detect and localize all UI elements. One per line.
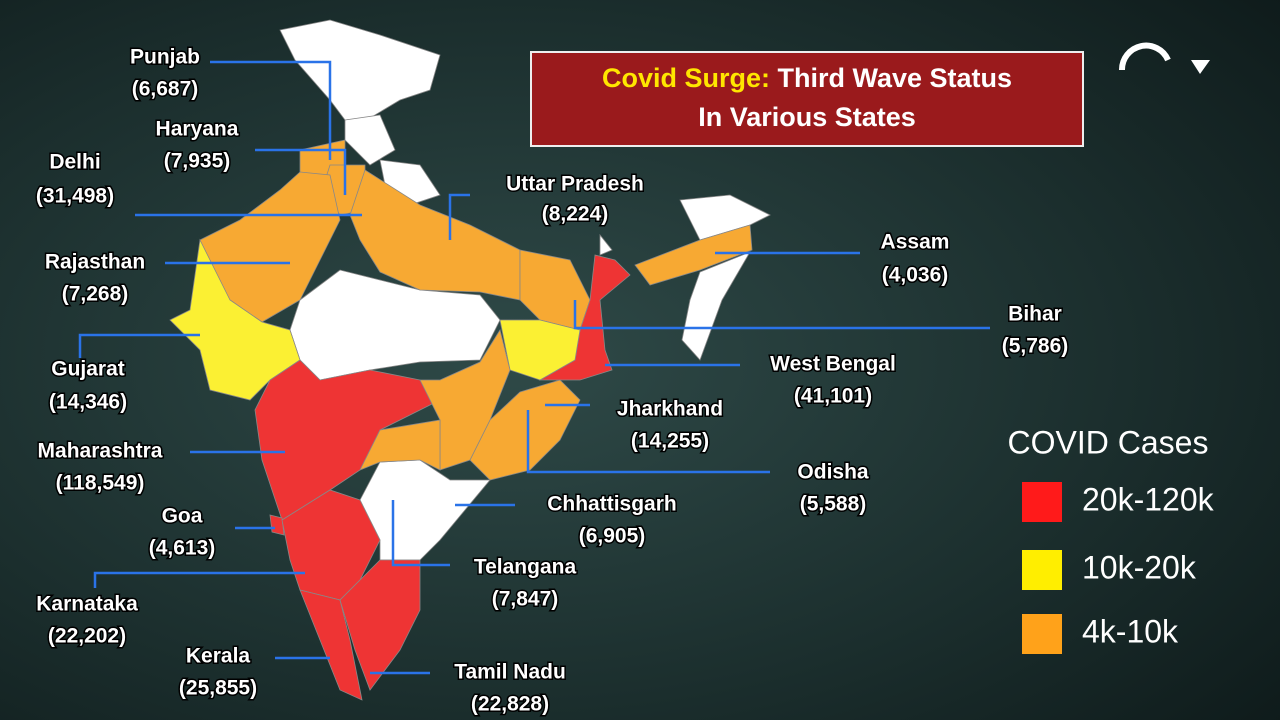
state-cases: (118,549) <box>56 472 145 495</box>
state-name: Punjab <box>130 46 200 69</box>
unlisted-region <box>344 114 396 166</box>
leader-line <box>78 333 200 358</box>
state-cases: (31,498) <box>36 185 114 208</box>
legend: 20k-120k 10k-20k 4k-10k <box>1022 481 1215 654</box>
title-highlight: Covid Surge: <box>602 63 770 93</box>
state-region <box>359 419 441 471</box>
state-name: Uttar Pradesh <box>506 173 644 196</box>
state-name: Odisha <box>797 461 869 484</box>
state-name: Gujarat <box>51 358 125 381</box>
legend-swatch <box>1022 550 1062 590</box>
leader-line <box>255 148 347 195</box>
title-line1: Covid Surge: Third Wave Status <box>602 63 1012 93</box>
state-region <box>634 224 753 286</box>
state-cases: (7,935) <box>164 150 231 173</box>
loading-icon <box>1118 42 1171 71</box>
state-cases: (7,847) <box>492 588 559 611</box>
legend-title: COVID Cases <box>1008 424 1209 460</box>
legend-swatch <box>1022 482 1062 522</box>
state-name: Tamil Nadu <box>454 661 566 684</box>
state-region <box>269 514 285 536</box>
state-name: West Bengal <box>770 353 896 376</box>
state-cases: (7,268) <box>62 283 129 306</box>
state-name: Delhi <box>49 151 100 174</box>
state-cases: (5,786) <box>1002 335 1069 358</box>
state-cases: (14,255) <box>631 430 709 453</box>
state-name: Rajasthan <box>45 251 145 274</box>
state-cases: (41,101) <box>794 385 872 408</box>
title-line2: In Various States <box>698 102 916 132</box>
state-cases: (6,687) <box>132 78 199 101</box>
unlisted-region <box>379 159 441 206</box>
unlisted-region <box>599 233 613 256</box>
state-name: Maharashtra <box>38 440 163 463</box>
legend-label: 10k-20k <box>1082 549 1197 585</box>
unlisted-region <box>279 19 441 121</box>
state-name: Telangana <box>474 556 577 579</box>
leader-line <box>210 60 332 160</box>
title-rest: Third Wave Status <box>777 63 1012 93</box>
state-cases: (22,828) <box>471 693 549 716</box>
leader-line <box>526 410 770 474</box>
state-cases: (6,905) <box>579 525 646 548</box>
dropdown-icon <box>1191 60 1210 74</box>
state-labels: Punjab (6,687) Haryana (7,935) Delhi (31,498)… <box>34 44 1069 717</box>
state-name: Goa <box>162 505 203 528</box>
leader-line <box>448 193 470 240</box>
state-cases: (25,855) <box>179 677 257 700</box>
state-name: Haryana <box>156 118 239 141</box>
title-box <box>530 51 1084 147</box>
state-cases: (4,613) <box>149 537 216 560</box>
state-name: Assam <box>881 231 950 254</box>
state-cases: (22,202) <box>48 625 126 648</box>
state-region <box>349 169 521 301</box>
state-name: Kerala <box>186 645 251 668</box>
state-cases: (5,588) <box>800 493 867 516</box>
state-cases: (8,224) <box>542 203 609 226</box>
leader-lines <box>78 60 990 675</box>
state-name: Jharkhand <box>617 398 723 421</box>
state-cases: (4,036) <box>882 264 949 287</box>
state-name: Bihar <box>1008 303 1062 326</box>
legend-label: 4k-10k <box>1082 613 1179 649</box>
state-cases: (14,346) <box>49 391 127 414</box>
legend-label: 20k-120k <box>1082 481 1215 517</box>
state-region <box>169 238 301 401</box>
leader-line <box>573 300 990 330</box>
state-name: Karnataka <box>36 593 138 616</box>
legend-swatch <box>1022 614 1062 654</box>
state-region <box>419 328 511 471</box>
leader-line <box>391 500 450 567</box>
state-region <box>339 559 421 691</box>
state-name: Chhattisgarh <box>547 493 677 516</box>
leader-line <box>93 571 305 588</box>
